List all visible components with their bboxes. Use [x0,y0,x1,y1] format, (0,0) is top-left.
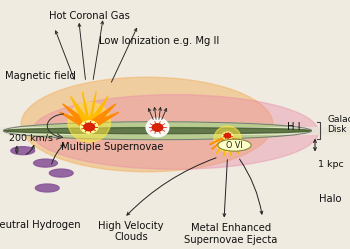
Polygon shape [82,92,90,130]
Ellipse shape [223,132,232,139]
Polygon shape [227,134,231,156]
Text: Neutral Hydrogen: Neutral Hydrogen [0,220,81,230]
Ellipse shape [4,122,312,140]
Text: 1 kpc: 1 kpc [318,160,344,169]
Ellipse shape [49,169,73,177]
Text: H I: H I [287,122,301,132]
Polygon shape [85,112,119,129]
Polygon shape [86,104,116,129]
Text: Galactic
Disk: Galactic Disk [327,115,350,134]
Polygon shape [226,134,238,154]
Ellipse shape [84,123,95,131]
Bar [0,127,350,135]
Ellipse shape [146,118,169,137]
Ellipse shape [32,95,318,169]
Ellipse shape [11,147,35,155]
Polygon shape [88,96,108,130]
Text: 200 km/s: 200 km/s [9,134,53,143]
Polygon shape [89,92,96,130]
Polygon shape [224,134,228,156]
Polygon shape [60,112,93,129]
Text: Magnetic field: Magnetic field [5,71,76,81]
Polygon shape [212,134,229,149]
Text: Low Ionization e.g. Mg II: Low Ionization e.g. Mg II [99,36,219,46]
Polygon shape [70,96,91,130]
Polygon shape [63,104,92,129]
Text: High Velocity
Clouds: High Velocity Clouds [98,221,164,242]
Ellipse shape [34,159,57,167]
Polygon shape [210,135,230,145]
Polygon shape [225,135,245,145]
Ellipse shape [68,102,111,142]
Ellipse shape [80,121,98,133]
Ellipse shape [224,133,231,138]
Ellipse shape [4,127,312,134]
Ellipse shape [35,184,59,192]
Text: Halo: Halo [318,194,341,204]
Ellipse shape [218,139,251,151]
Polygon shape [217,134,229,154]
Text: Metal Enhanced
Supernovae Ejecta: Metal Enhanced Supernovae Ejecta [184,223,278,245]
Text: Hot Coronal Gas: Hot Coronal Gas [49,11,130,21]
Text: Multiple Supernovae: Multiple Supernovae [61,142,164,152]
Ellipse shape [152,124,163,131]
Ellipse shape [21,77,273,172]
Text: O VI: O VI [226,141,243,150]
Polygon shape [226,134,243,149]
Ellipse shape [214,126,241,152]
